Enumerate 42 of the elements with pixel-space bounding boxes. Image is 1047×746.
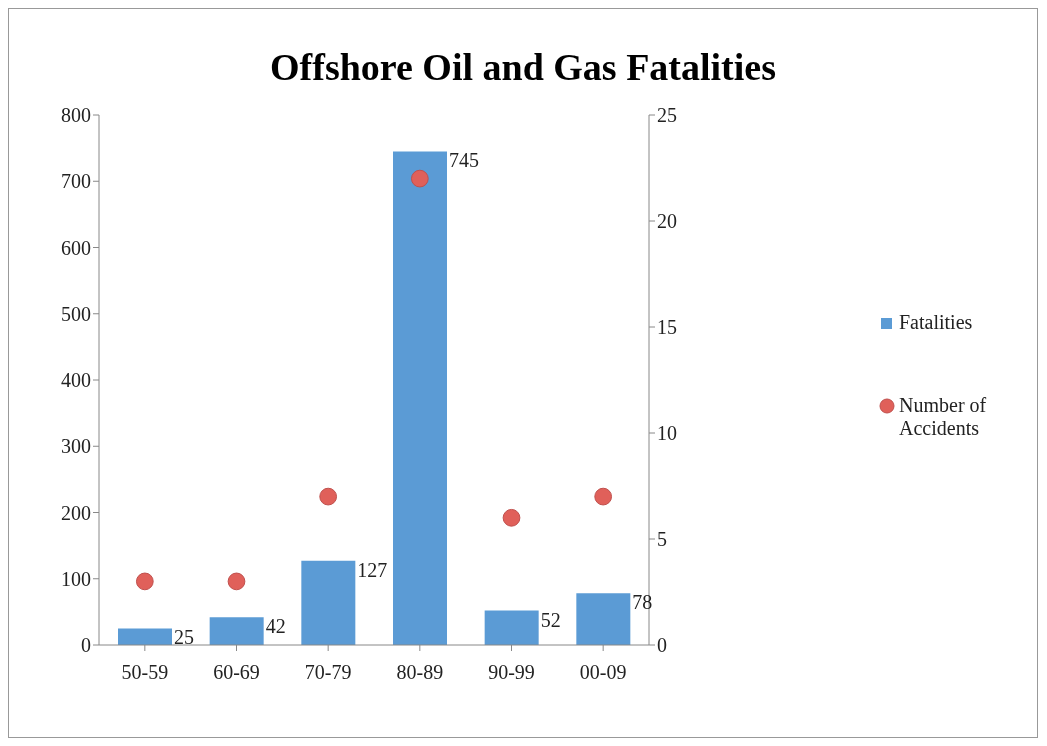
data-label: 42 [265, 615, 286, 638]
legend-label: Fatalities [899, 310, 973, 334]
point [319, 487, 338, 506]
y2-tick-label: 0 [657, 634, 667, 657]
y-tick-label: 0 [81, 634, 91, 657]
point [227, 572, 246, 591]
y-tick-label: 100 [61, 567, 91, 590]
y2-tick-label: 10 [657, 422, 677, 445]
point [410, 169, 429, 188]
data-label: 127 [357, 558, 388, 581]
bar [484, 610, 539, 645]
x-tick-label: 00-09 [579, 661, 627, 684]
y-tick-label: 800 [61, 104, 91, 127]
data-label: 78 [632, 591, 653, 614]
data-label: 52 [540, 608, 561, 631]
y-tick-label: 300 [61, 435, 91, 458]
y-tick-label: 400 [61, 369, 91, 392]
y-tick-label: 500 [61, 302, 91, 325]
bar [118, 628, 172, 645]
bar [301, 560, 356, 645]
y-tick-label: 700 [61, 170, 91, 193]
data-label: 745 [449, 149, 479, 172]
chart-title: Offshore Oil and Gas Fatalities [269, 45, 777, 90]
x-tick-label: 70-79 [304, 661, 352, 684]
point [502, 508, 521, 527]
point [594, 487, 613, 506]
legend-label: Number of Accidents [899, 393, 988, 440]
x-tick-label: 90-99 [488, 661, 535, 684]
point [135, 572, 154, 591]
y-tick-label: 600 [61, 236, 91, 259]
x-tick-label: 80-89 [396, 661, 444, 684]
x-tick-label: 60-69 [213, 661, 260, 684]
y2-tick-label: 20 [657, 210, 677, 233]
data-label: 25 [174, 626, 194, 649]
x-tick-label: 50-59 [121, 661, 169, 684]
y-tick-label: 200 [61, 501, 91, 524]
y2-tick-label: 5 [657, 528, 667, 551]
y2-tick-label: 25 [657, 104, 677, 127]
bar [209, 617, 264, 645]
bar [393, 151, 447, 645]
bar [576, 593, 631, 645]
y2-tick-label: 15 [657, 316, 677, 339]
